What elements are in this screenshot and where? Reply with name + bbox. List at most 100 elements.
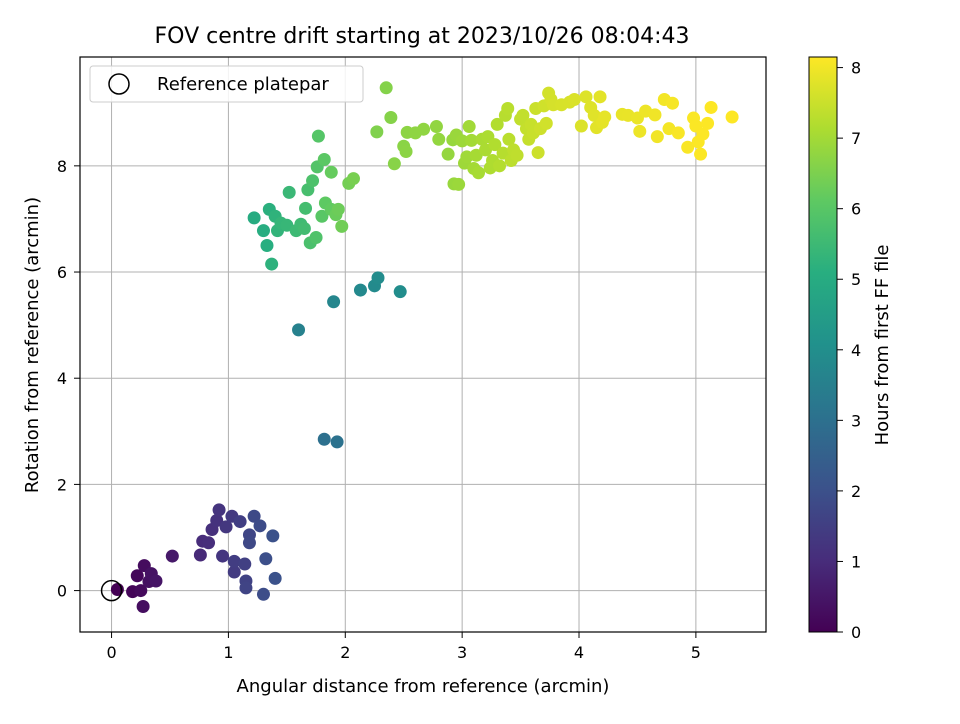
data-point bbox=[633, 124, 647, 138]
data-point bbox=[309, 231, 323, 245]
data-point bbox=[371, 271, 385, 285]
data-point bbox=[292, 323, 306, 337]
data-point bbox=[650, 130, 664, 144]
data-point bbox=[216, 549, 230, 563]
y-axis-ticks: 0 2 4 6 8 bbox=[57, 157, 80, 601]
colorbar-tick-label: 6 bbox=[851, 200, 861, 219]
data-point bbox=[441, 147, 455, 161]
data-point bbox=[238, 557, 252, 571]
data-point bbox=[259, 552, 273, 566]
x-tick-label: 4 bbox=[574, 643, 584, 662]
y-tick-label: 4 bbox=[57, 369, 67, 388]
data-point bbox=[701, 116, 715, 130]
data-point bbox=[193, 548, 207, 562]
data-point bbox=[268, 571, 282, 585]
x-axis-ticks: 0 1 2 3 4 5 bbox=[106, 632, 701, 662]
colorbar-tick-label: 2 bbox=[851, 482, 861, 501]
data-point bbox=[266, 529, 280, 543]
data-point bbox=[346, 172, 360, 186]
data-point bbox=[574, 119, 588, 133]
data-point bbox=[452, 177, 466, 191]
grid bbox=[80, 57, 766, 632]
data-point bbox=[464, 133, 478, 147]
data-point bbox=[335, 219, 349, 233]
y-axis-label: Rotation from reference (arcmin) bbox=[22, 197, 43, 493]
data-point bbox=[136, 600, 150, 614]
data-point bbox=[239, 581, 253, 595]
data-point bbox=[501, 102, 515, 116]
data-point bbox=[227, 554, 241, 568]
colorbar-tick-label: 0 bbox=[851, 623, 861, 642]
data-point bbox=[330, 435, 344, 449]
data-point bbox=[516, 108, 530, 122]
x-tick-label: 1 bbox=[223, 643, 233, 662]
data-point bbox=[165, 549, 179, 563]
y-tick-label: 8 bbox=[57, 157, 67, 176]
data-point bbox=[297, 221, 311, 235]
data-point bbox=[299, 201, 313, 215]
data-point bbox=[598, 110, 612, 124]
colorbar-tick-label: 1 bbox=[851, 552, 861, 571]
data-point bbox=[648, 108, 662, 122]
colorbar-tick-label: 8 bbox=[851, 59, 861, 78]
data-point bbox=[681, 140, 695, 154]
data-point bbox=[593, 90, 607, 104]
plot-frame bbox=[79, 56, 767, 633]
legend-label-reference: Reference platepar bbox=[157, 74, 329, 95]
colorbar-label: Hours from first FF file bbox=[872, 245, 893, 446]
legend: Reference platepar bbox=[89, 65, 364, 103]
colorbar-tick-label: 4 bbox=[851, 341, 861, 360]
y-tick-label: 0 bbox=[57, 582, 67, 601]
x-tick-label: 0 bbox=[106, 643, 116, 662]
data-point bbox=[472, 166, 486, 180]
data-point bbox=[242, 536, 256, 550]
colorbar-ticks: 0 1 2 3 4 5 6 7 8 bbox=[837, 59, 861, 642]
x-axis-label: Angular distance from reference (arcmin) bbox=[237, 676, 610, 697]
data-point bbox=[324, 165, 338, 179]
data-point bbox=[306, 174, 320, 188]
colorbar-tick-label: 5 bbox=[851, 270, 861, 289]
data-point bbox=[671, 126, 685, 140]
data-point bbox=[202, 536, 216, 550]
x-tick-label: 2 bbox=[340, 643, 350, 662]
x-tick-label: 5 bbox=[691, 643, 701, 662]
reference-platepar-marker bbox=[100, 579, 123, 602]
data-point bbox=[666, 96, 680, 110]
data-point bbox=[260, 238, 274, 252]
data-point bbox=[265, 257, 279, 271]
data-point bbox=[725, 110, 739, 124]
colorbar-gradient bbox=[808, 56, 838, 633]
data-point bbox=[462, 120, 476, 134]
data-point bbox=[694, 147, 708, 161]
data-point bbox=[256, 587, 270, 601]
data-point bbox=[353, 283, 367, 297]
data-point bbox=[134, 584, 148, 598]
data-points bbox=[100, 81, 739, 614]
data-point bbox=[510, 148, 524, 162]
data-point bbox=[331, 202, 345, 216]
data-point bbox=[393, 285, 407, 299]
data-point bbox=[233, 515, 247, 529]
data-point bbox=[539, 116, 553, 130]
data-point bbox=[317, 152, 331, 166]
data-point bbox=[493, 159, 507, 173]
data-point bbox=[502, 132, 516, 146]
data-point bbox=[704, 100, 718, 114]
data-point bbox=[488, 138, 502, 152]
data-point bbox=[149, 574, 163, 588]
y-tick-label: 2 bbox=[57, 475, 67, 494]
data-point bbox=[130, 569, 144, 583]
data-point bbox=[455, 134, 469, 148]
data-point bbox=[256, 224, 270, 238]
data-point bbox=[219, 520, 233, 534]
data-point bbox=[399, 145, 413, 159]
data-point bbox=[317, 432, 331, 446]
data-point bbox=[490, 117, 504, 131]
colorbar-tick-label: 7 bbox=[851, 129, 861, 148]
data-point bbox=[210, 514, 224, 528]
legend-box bbox=[89, 65, 364, 103]
colorbar-tick-label: 3 bbox=[851, 411, 861, 430]
data-point bbox=[429, 120, 443, 134]
